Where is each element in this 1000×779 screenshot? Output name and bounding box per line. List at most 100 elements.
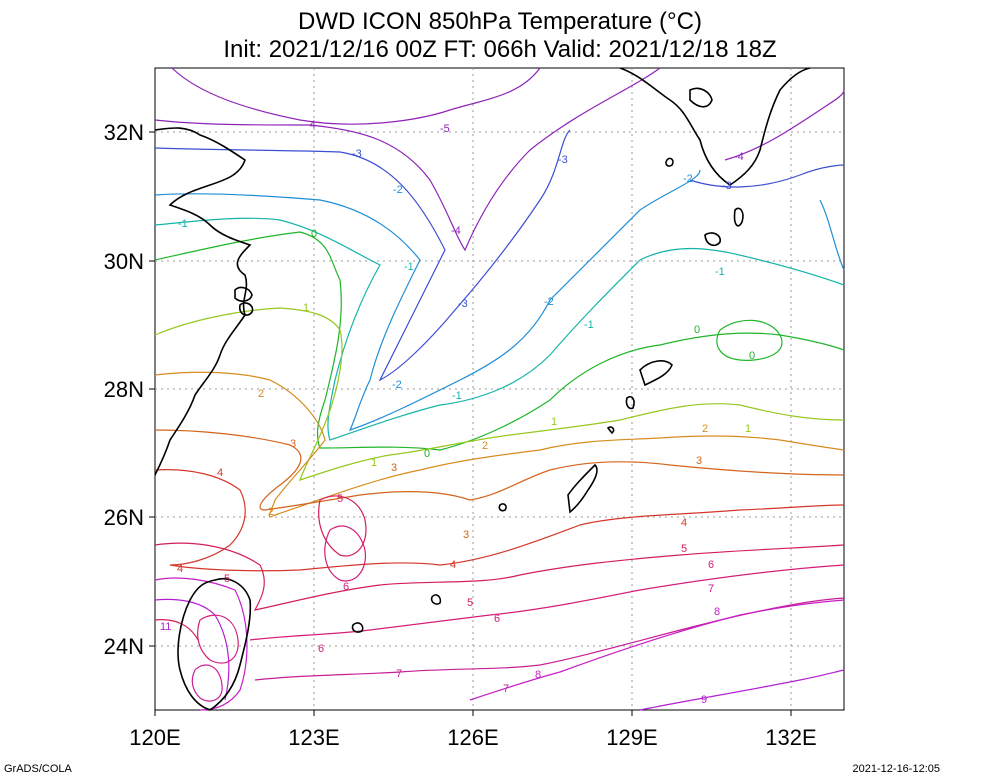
contour-label: -2 [544,296,554,308]
contour-label: 2 [702,423,708,435]
contour-label: 4 [177,563,183,575]
amami-oshima [639,360,673,387]
contour-line-7 [254,597,845,681]
contour-line-1 [154,307,845,481]
contour-label: 6 [318,643,324,655]
contour-line-taiwan-3 [197,614,239,664]
contour-label: 6 [708,559,714,571]
contour-label: 1 [745,423,751,435]
contour-label: 7 [503,683,509,695]
taiwan-coastline [177,578,252,711]
contour-label: 6 [343,581,349,593]
contour-line-taiwan-1 [154,577,248,711]
contour-label: -1 [404,261,414,273]
contour-label: 4 [450,559,456,571]
contour-line-9 [639,669,845,711]
y-axis-labels: 32N 30N 28N 26N 24N [104,120,144,659]
contour-line-5 [154,542,845,611]
contour-label: 7 [396,668,402,680]
contour-label: -2 [683,173,693,185]
china-islands [234,286,254,316]
footer-credit: GrADS/COLA [4,763,72,775]
kume-island [498,503,507,512]
kyushu-coastline [619,67,811,186]
contour-line-6 [249,564,845,641]
ishigaki-island [351,622,364,633]
y-tick-label: 32N [104,120,144,145]
contour-line-m3b [689,164,845,188]
contour-line-2 [154,371,845,518]
x-tick-label: 129E [606,725,657,750]
contour-label: -3 [558,154,568,166]
tokunoshima [625,395,635,410]
contour-line-m3 [154,129,571,382]
x-tick-label: 120E [129,725,180,750]
contour-line-8 [469,599,845,701]
contour-label: 9 [701,694,707,706]
footer-timestamp: 2021-12-16-12:05 [852,763,940,775]
contour-line-m1 [154,217,845,441]
contour-label: -1 [584,319,594,331]
tick-marks [149,131,792,716]
contour-label: 1 [371,457,377,469]
temperature-contours [154,67,845,711]
contour-label: 0 [311,228,317,240]
contour-line-taiwan-4 [191,664,223,702]
y-tick-label: 30N [104,249,144,274]
contour-line-m4 [154,67,661,252]
contour-line-m5 [171,67,541,125]
contour-label: 5 [467,597,473,609]
okinawa [567,463,598,514]
okinoerabu [606,426,615,435]
contour-label: 0 [694,324,700,336]
map-subtitle: Init: 2021/12/16 00Z FT: 066h Valid: 202… [223,36,777,63]
contour-label: 3 [290,438,296,450]
contour-label: 8 [535,669,541,681]
contour-label: -1 [178,218,188,230]
contour-label: 5 [224,573,230,585]
y-tick-label: 24N [104,634,144,659]
contour-label: 8 [714,606,720,618]
contour-label: -4 [734,151,744,163]
x-axis-labels: 120E 123E 126E 129E 132E [129,725,816,750]
contour-label: 2 [258,388,264,400]
contour-line-5b [318,495,367,557]
y-tick-label: 28N [104,377,144,402]
contour-label: -2 [392,379,402,391]
contour-label: -4 [451,225,461,237]
yakushima [704,232,722,247]
contour-label: -1 [715,266,725,278]
contour-label: 11 [160,621,171,633]
contour-label: -3 [722,180,732,192]
contour-label: -5 [440,123,450,135]
y-tick-label: 26N [104,505,144,530]
x-tick-label: 123E [288,725,339,750]
contour-label: 6 [494,613,500,625]
contour-line-6b [324,525,367,582]
contour-label: -2 [393,184,403,196]
contour-line-m2b [819,199,845,271]
contour-label: 2 [268,506,274,518]
x-tick-label: 132E [765,725,816,750]
contour-line-0 [154,231,845,451]
china-coastline [154,127,252,476]
contour-label: 2 [482,440,488,452]
contour-label: 0 [424,448,430,460]
contour-label: 1 [303,302,309,314]
contour-label: 3 [696,455,702,467]
contour-label: 0 [749,350,755,362]
contour-label: -4 [306,119,316,131]
contour-label: 5 [681,543,687,555]
contour-labels: -5 -4 -4 -4 -3 -3 -3 -3 -2 -2 -2 -2 -1 -… [160,119,755,706]
contour-label: 7 [708,583,714,595]
contour-line-m2 [154,169,701,432]
koshiki-island [665,157,674,167]
map-title: DWD ICON 850hPa Temperature (°C) [298,8,702,35]
contour-label: 3 [391,462,397,474]
contour-label: 1 [551,416,557,428]
contour-label: 4 [681,517,687,529]
contour-line-0b [716,319,783,361]
x-tick-label: 126E [447,725,498,750]
contour-label: 4 [217,467,223,479]
